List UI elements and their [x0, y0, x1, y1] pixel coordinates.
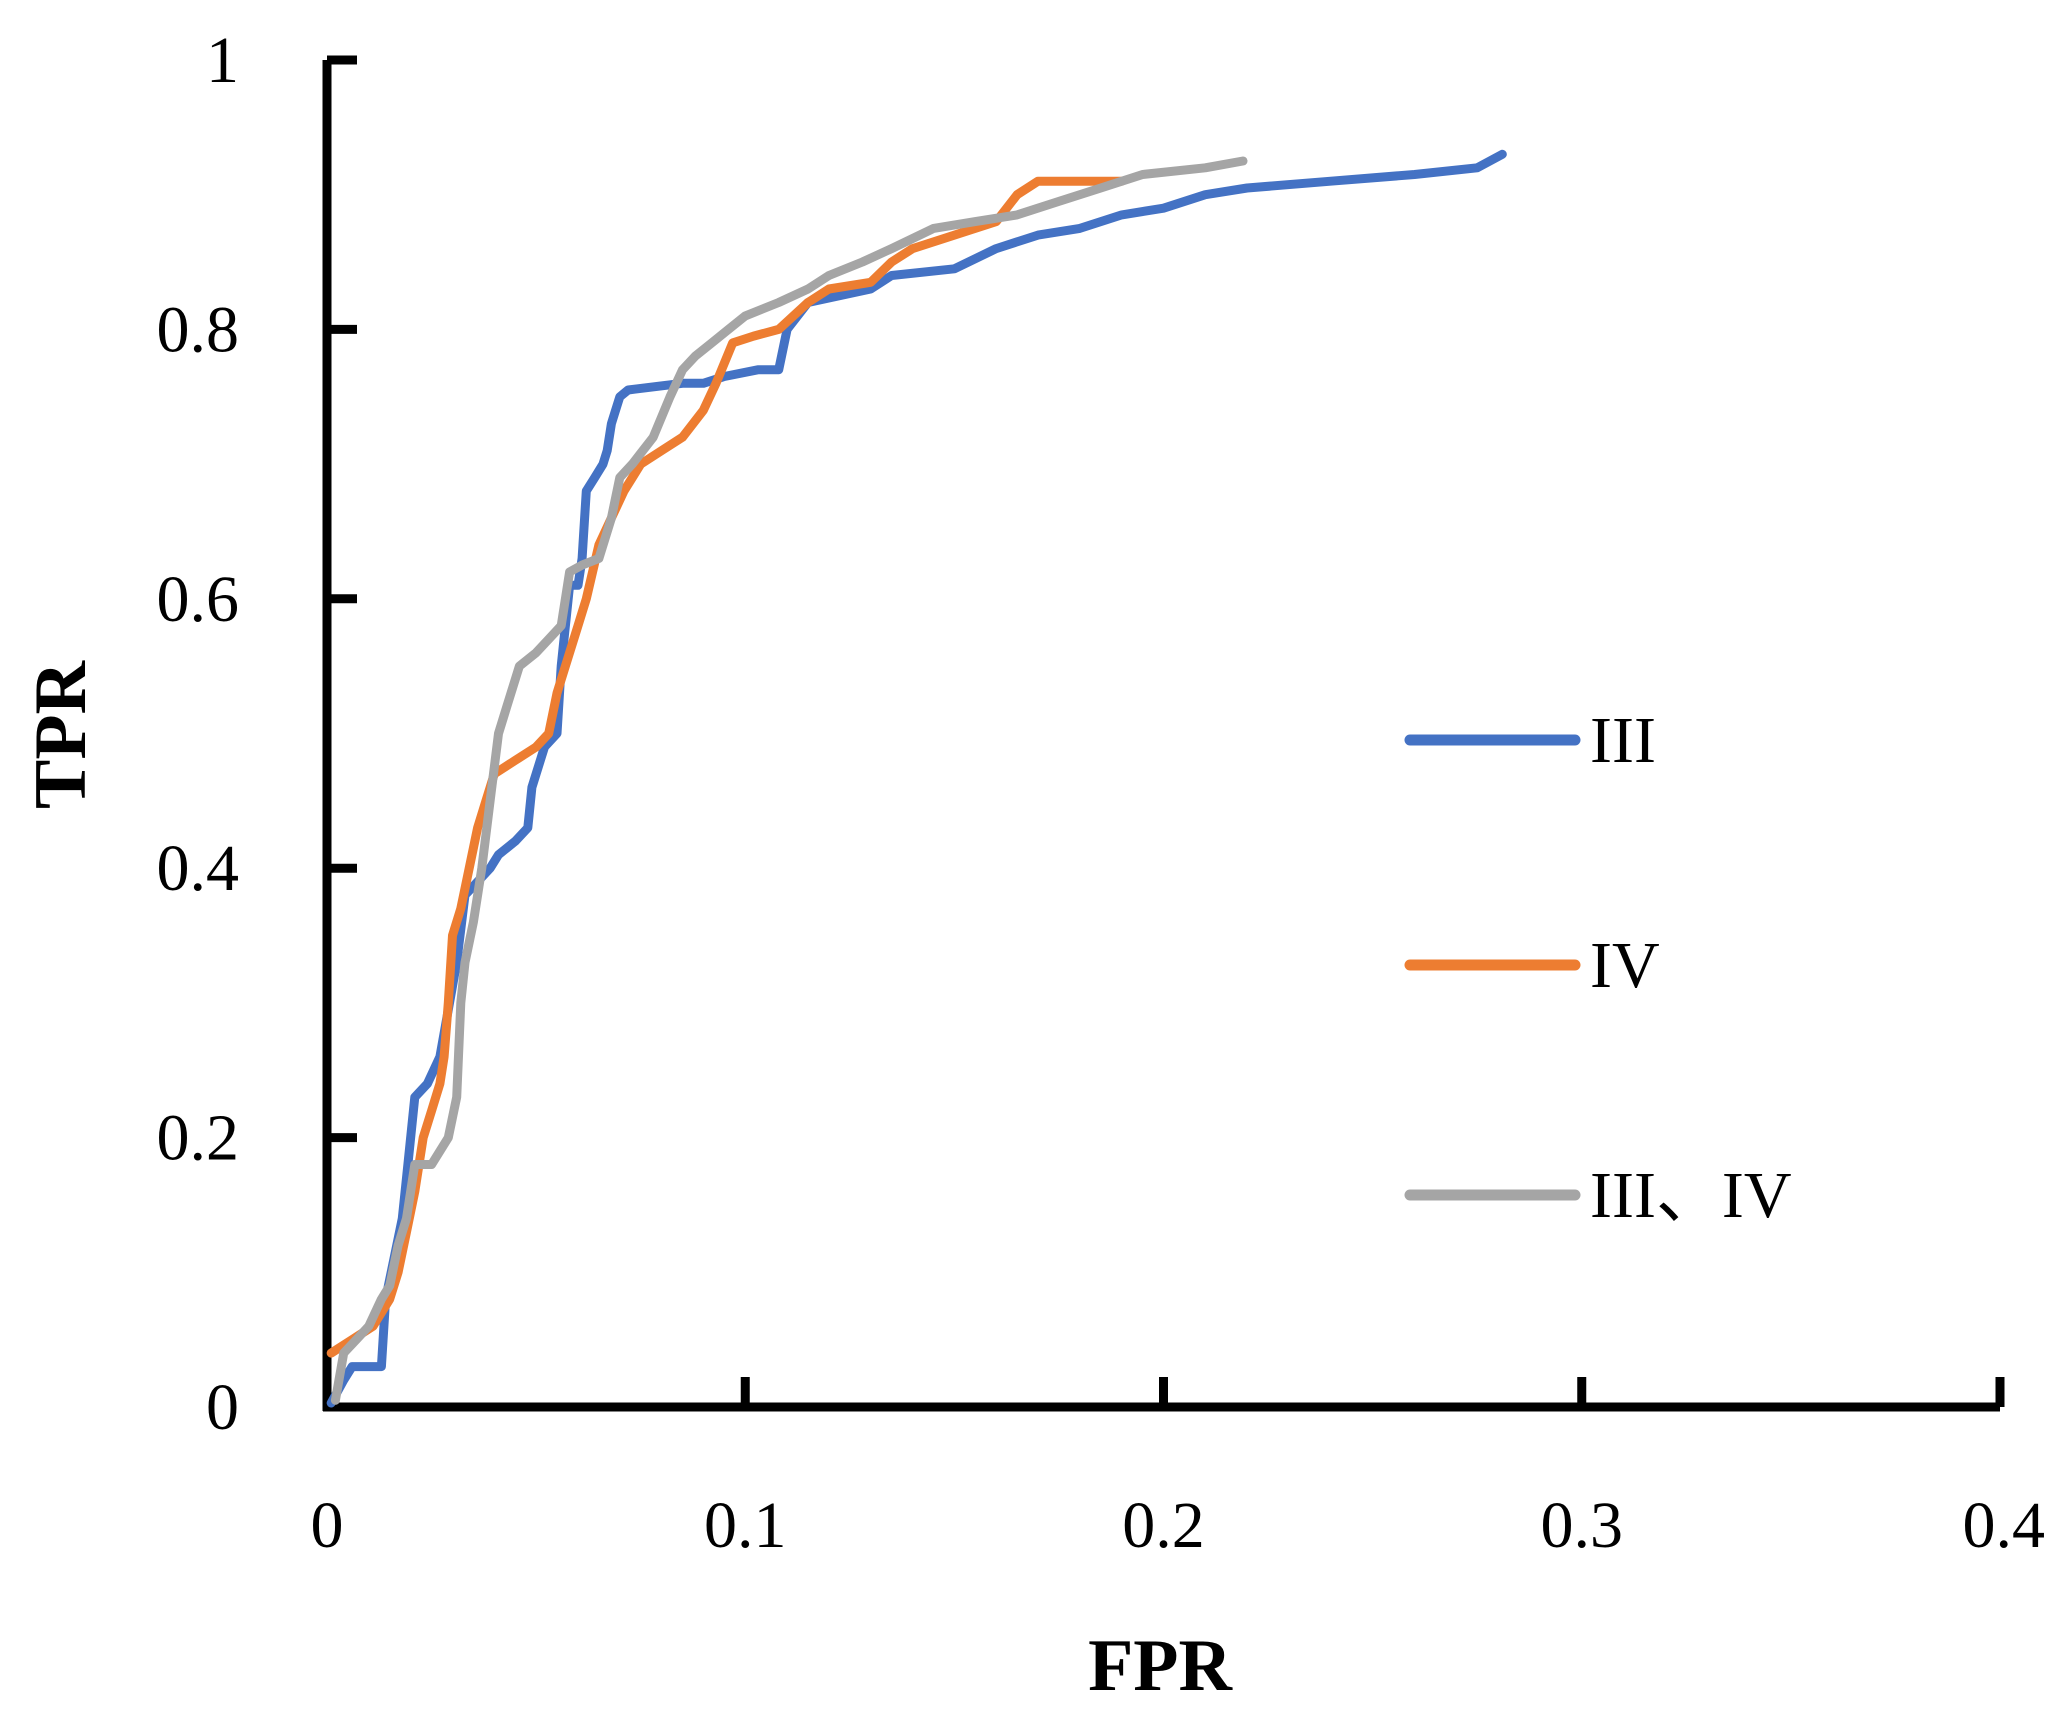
legend-label-1: III	[1590, 704, 1656, 777]
x-tick-label: 0.2	[1122, 1489, 1205, 1562]
x-tick-label: 0.3	[1541, 1489, 1624, 1562]
y-tick-label: 0.2	[157, 1102, 240, 1175]
series-line-1	[326, 149, 1507, 1408]
axes: 0 0.2 0.4 0.6 0.8 1 0 0.1 0.2 0.3 0.4	[157, 24, 2046, 1562]
series-line-2	[326, 176, 1127, 1358]
y-tick-label: 0.6	[157, 563, 240, 636]
series-line-3	[330, 156, 1248, 1405]
legend-label-2: IV	[1590, 929, 1660, 1002]
y-ticks: 0 0.2 0.4 0.6 0.8 1	[157, 24, 357, 1444]
series-lines	[326, 149, 1507, 1408]
legend-label-3: III、IV	[1590, 1159, 1792, 1232]
y-tick-label: 0.8	[157, 293, 240, 366]
x-axis-title: FPR	[1088, 1625, 1233, 1707]
legend: III IV III、IV	[1404, 704, 1792, 1232]
y-tick-label: 0.4	[157, 832, 240, 905]
x-ticks: 0 0.1 0.2 0.3 0.4	[311, 1377, 2046, 1562]
y-tick-label: 1	[206, 24, 239, 97]
x-tick-label: 0.1	[704, 1489, 787, 1562]
x-tick-label: 0.4	[1963, 1489, 2046, 1562]
y-tick-label: 0	[206, 1371, 239, 1444]
y-axis-title: TPR	[20, 659, 102, 809]
x-tick-label: 0	[311, 1489, 344, 1562]
